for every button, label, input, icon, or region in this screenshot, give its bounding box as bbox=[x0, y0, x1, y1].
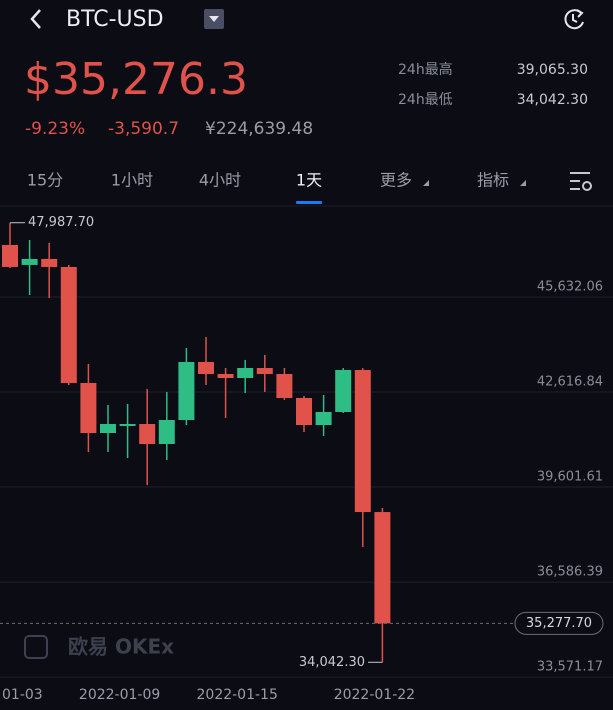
stat-value: 34,042.30 bbox=[517, 92, 588, 108]
candle-body bbox=[21, 258, 38, 265]
tab[interactable]: 1天 bbox=[296, 171, 322, 190]
tab[interactable]: 更多 bbox=[380, 171, 412, 190]
tab[interactable]: 4小时 bbox=[199, 171, 241, 190]
candle-body bbox=[237, 367, 254, 379]
candle-body bbox=[80, 382, 97, 434]
y-tick-label: 45,632.06 bbox=[537, 279, 603, 294]
candle-body bbox=[60, 266, 77, 383]
stat-value: 39,065.30 bbox=[517, 62, 588, 78]
tab-indicator bbox=[296, 201, 322, 204]
candle-body bbox=[2, 244, 18, 267]
change-percent: -9.23% bbox=[25, 119, 85, 139]
candle-body bbox=[315, 411, 332, 426]
tab-caret bbox=[423, 180, 429, 186]
refresh-button[interactable] bbox=[564, 9, 584, 30]
change-amount: -3,590.7 bbox=[108, 119, 179, 139]
stat-label: 24h最高 bbox=[398, 61, 453, 78]
back-button[interactable] bbox=[30, 9, 41, 29]
x-tick-label: 2022-01-09 bbox=[79, 687, 160, 703]
candle-body bbox=[296, 397, 312, 426]
candle-body bbox=[354, 370, 371, 513]
x-tick-label: 01-03 bbox=[2, 687, 43, 703]
watermark-text: 欧易 OKEx bbox=[68, 635, 174, 659]
candle-body bbox=[256, 367, 273, 375]
price-cny: ¥224,639.48 bbox=[205, 119, 313, 139]
tab-caret bbox=[520, 180, 526, 186]
candle-body bbox=[158, 419, 175, 445]
candle-body bbox=[41, 258, 58, 267]
candle-body bbox=[276, 374, 293, 398]
low-label: 34,042.30 bbox=[299, 655, 365, 670]
candle-body bbox=[335, 370, 352, 412]
tab[interactable]: 1小时 bbox=[111, 171, 153, 190]
tab[interactable]: 指标 bbox=[477, 171, 509, 190]
last-price: $35,276.3 bbox=[24, 54, 248, 105]
candle-body bbox=[119, 423, 136, 427]
tab[interactable]: 15分 bbox=[27, 171, 63, 190]
stat-label: 24h最低 bbox=[398, 92, 453, 108]
x-tick-label: 2022-01-15 bbox=[197, 687, 278, 703]
y-tick-label: 36,586.39 bbox=[537, 565, 603, 580]
timeframe-tabs: 15分 1小时 4小时 1天 更多 指标 bbox=[27, 171, 526, 204]
y-tick-label: 39,601.61 bbox=[537, 470, 603, 485]
price-tag-label: 35,277.70 bbox=[526, 616, 592, 631]
candle-body bbox=[100, 423, 116, 434]
candle-body bbox=[217, 374, 234, 379]
symbol: BTC-USD bbox=[66, 7, 164, 32]
price-tag bbox=[514, 611, 604, 635]
candle-body bbox=[139, 423, 156, 445]
y-tick-label: 42,616.84 bbox=[537, 375, 603, 390]
candle-body bbox=[178, 361, 195, 420]
candle-body bbox=[374, 512, 391, 624]
x-tick-label: 2022-01-22 bbox=[334, 687, 415, 703]
high-label: 47,987.70 bbox=[28, 215, 94, 230]
chart-settings-button[interactable] bbox=[570, 172, 592, 191]
candlestick-chart: 45,632.06 42,616.84 39,601.61 36,586.39 33,5… bbox=[0, 215, 613, 703]
watermark: 欧易 OKEx bbox=[24, 635, 174, 659]
candle-body bbox=[198, 361, 214, 375]
y-tick-label: 33,571.17 bbox=[537, 660, 603, 675]
symbol-dropdown[interactable] bbox=[204, 9, 224, 29]
